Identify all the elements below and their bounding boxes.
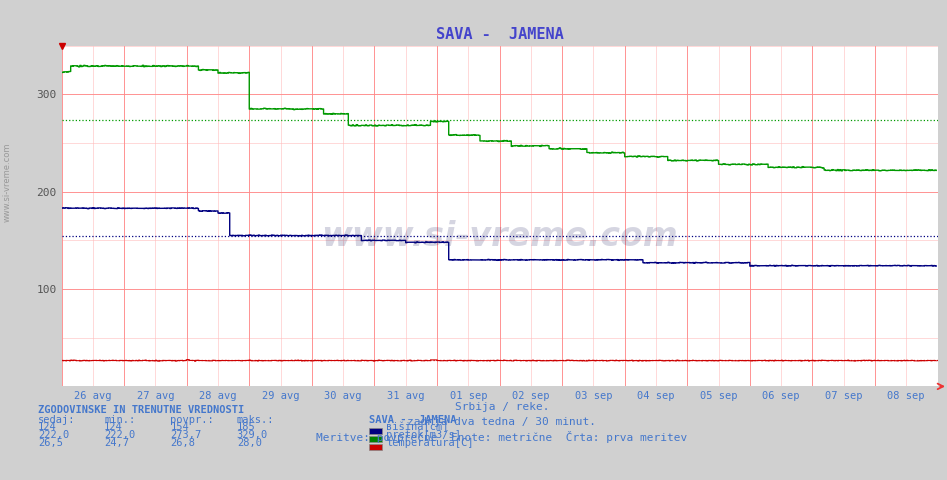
Text: ZGODOVINSKE IN TRENUTNE VREDNOSTI: ZGODOVINSKE IN TRENUTNE VREDNOSTI (38, 405, 244, 415)
Text: sedaj:: sedaj: (38, 415, 76, 425)
Text: 124: 124 (104, 422, 123, 432)
Text: 185: 185 (237, 422, 256, 432)
Text: SAVA -  JAMENA: SAVA - JAMENA (369, 415, 456, 425)
Text: 28,0: 28,0 (237, 438, 261, 448)
Text: 24,7: 24,7 (104, 438, 129, 448)
Text: min.:: min.: (104, 415, 135, 425)
Text: 154: 154 (170, 422, 189, 432)
Text: www.si-vreme.com: www.si-vreme.com (3, 143, 12, 222)
Text: 222,0: 222,0 (104, 430, 135, 440)
Text: 329,0: 329,0 (237, 430, 268, 440)
Text: www.si-vreme.com: www.si-vreme.com (321, 220, 678, 253)
Text: povpr.:: povpr.: (170, 415, 214, 425)
Text: maks.:: maks.: (237, 415, 275, 425)
Text: 222,0: 222,0 (38, 430, 69, 440)
Text: Srbija / reke.: Srbija / reke. (455, 402, 549, 412)
Text: 26,8: 26,8 (170, 438, 195, 448)
Text: zadnja dva tedna / 30 minut.: zadnja dva tedna / 30 minut. (407, 417, 597, 427)
Title: SAVA -  JAMENA: SAVA - JAMENA (436, 27, 563, 42)
Text: Meritve: povprečne  Enote: metrične  Črta: prva meritev: Meritve: povprečne Enote: metrične Črta:… (316, 431, 688, 443)
Text: 124: 124 (38, 422, 57, 432)
Text: 273,7: 273,7 (170, 430, 202, 440)
Text: 26,5: 26,5 (38, 438, 63, 448)
Text: вišina[cm]: вišina[cm] (386, 422, 449, 432)
Text: temperatura[C]: temperatura[C] (386, 438, 474, 448)
Text: pretok[m3/s]: pretok[m3/s] (386, 430, 461, 440)
